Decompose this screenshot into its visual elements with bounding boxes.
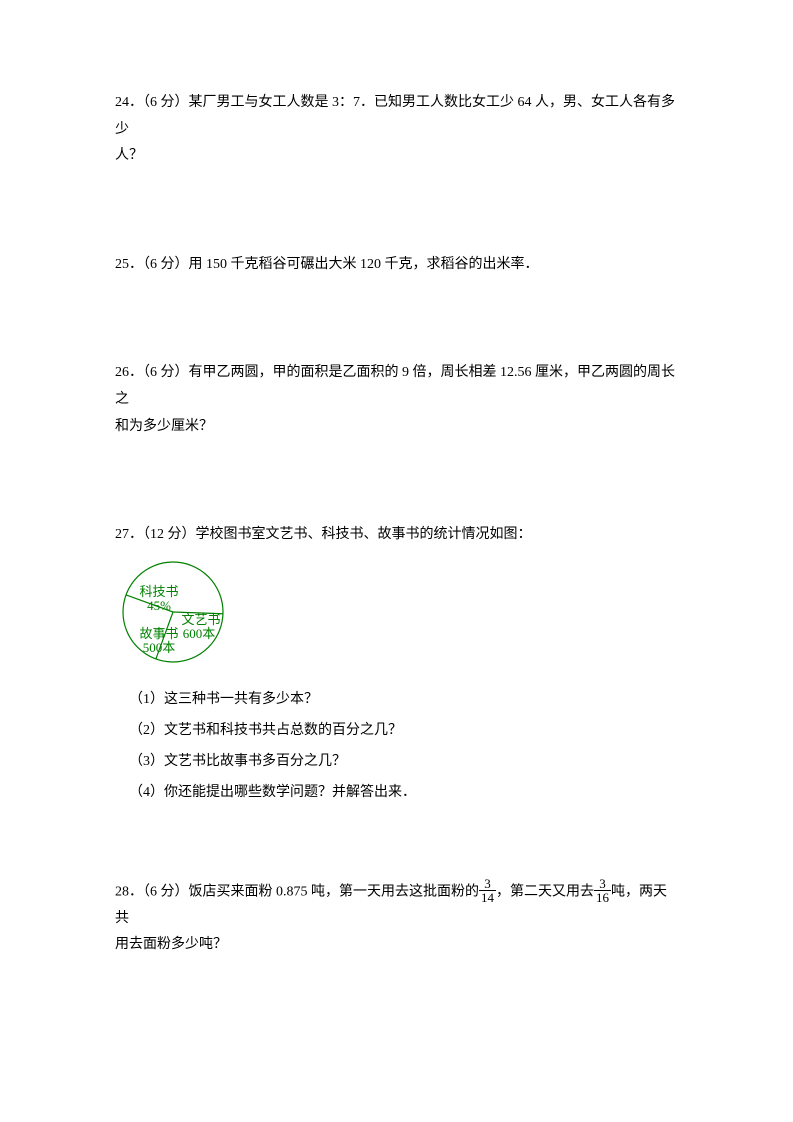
sub-item-1: （1）这三种书一共有多少本？ bbox=[115, 685, 678, 716]
sub-item-3: （3）文艺书比故事书多百分之几？ bbox=[115, 747, 678, 778]
question-text: 有甲乙两圆，甲的面积是乙面积的 9 倍，周长相差 12.56 厘米，甲乙两圆的周… bbox=[115, 365, 675, 407]
question-25: 25．（6 分）用 150 千克稻谷可碾出大米 120 千克，求稻谷的出米率． bbox=[115, 252, 678, 279]
pie-tech-label2: 45% bbox=[147, 598, 171, 613]
question-27-line: 27．（12 分）学校图书室文艺书、科技书、故事书的统计情况如图： bbox=[115, 522, 678, 549]
question-28-line1: 28．（6 分）饭店买来面粉 0.875 吨，第一天用去这批面粉的314，第二天… bbox=[115, 879, 678, 933]
question-text-a: 饭店买来面粉 0.875 吨，第一天用去这批面粉的 bbox=[189, 884, 480, 899]
fraction-2: 316 bbox=[594, 877, 611, 904]
question-text: 用 150 千克稻谷可碾出大米 120 千克，求稻谷的出米率． bbox=[189, 257, 539, 272]
question-24-line2: 人？ bbox=[115, 143, 678, 170]
question-26-line2: 和为多少厘米？ bbox=[115, 414, 678, 441]
question-text-b: ，第二天又用去 bbox=[496, 884, 594, 899]
question-number: 27． bbox=[115, 527, 143, 542]
fraction-2-den: 16 bbox=[594, 891, 611, 904]
question-points: （12 分） bbox=[143, 527, 196, 542]
sub-item-2: （2）文艺书和科技书共占总数的百分之几？ bbox=[115, 716, 678, 747]
pie-tech-label1: 科技书 bbox=[139, 584, 178, 599]
question-26-line1: 26．（6 分）有甲乙两圆，甲的面积是乙面积的 9 倍，周长相差 12.56 厘… bbox=[115, 360, 678, 413]
question-28: 28．（6 分）饭店买来面粉 0.875 吨，第一天用去这批面粉的314，第二天… bbox=[115, 879, 678, 960]
question-26: 26．（6 分）有甲乙两圆，甲的面积是乙面积的 9 倍，周长相差 12.56 厘… bbox=[115, 360, 678, 440]
question-points: （6 分） bbox=[143, 365, 189, 380]
pie-story-label2: 500本 bbox=[143, 640, 176, 655]
question-text: 学校图书室文艺书、科技书、故事书的统计情况如图： bbox=[196, 527, 532, 542]
pie-art-label1: 文艺书 bbox=[181, 612, 220, 627]
question-24: 24．（6 分）某厂男工与女工人数是 3：7．已知男工人数比女工少 64 人，男… bbox=[115, 90, 678, 170]
pie-art-label2: 600本 bbox=[183, 626, 216, 641]
fraction-1-den: 14 bbox=[479, 891, 496, 904]
question-number: 25． bbox=[115, 257, 143, 272]
question-28-line2: 用去面粉多少吨？ bbox=[115, 932, 678, 959]
question-number: 26． bbox=[115, 365, 143, 380]
question-24-line1: 24．（6 分）某厂男工与女工人数是 3：7．已知男工人数比女工少 64 人，男… bbox=[115, 90, 678, 143]
fraction-1: 314 bbox=[479, 877, 496, 904]
question-points: （6 分） bbox=[143, 95, 189, 110]
question-points: （6 分） bbox=[143, 884, 189, 899]
fraction-2-num: 3 bbox=[594, 877, 611, 891]
question-number: 28． bbox=[115, 884, 143, 899]
question-text: 某厂男工与女工人数是 3：7．已知男工人数比女工少 64 人，男、女工人各有多少 bbox=[115, 95, 675, 137]
pie-story-label1: 故事书 bbox=[139, 626, 178, 641]
question-number: 24． bbox=[115, 95, 143, 110]
question-27-subs: （1）这三种书一共有多少本？ （2）文艺书和科技书共占总数的百分之几？ （3）文… bbox=[115, 685, 678, 808]
fraction-1-num: 3 bbox=[479, 877, 496, 891]
sub-item-4: （4）你还能提出哪些数学问题？并解答出来． bbox=[115, 778, 678, 809]
pie-svg: 科技书 45% 文艺书 600本 故事书 500本 bbox=[115, 557, 245, 667]
question-25-line: 25．（6 分）用 150 千克稻谷可碾出大米 120 千克，求稻谷的出米率． bbox=[115, 252, 678, 279]
pie-chart: 科技书 45% 文艺书 600本 故事书 500本 bbox=[115, 557, 678, 678]
question-points: （6 分） bbox=[143, 257, 189, 272]
question-27: 27．（12 分）学校图书室文艺书、科技书、故事书的统计情况如图： 科技书 45… bbox=[115, 522, 678, 808]
